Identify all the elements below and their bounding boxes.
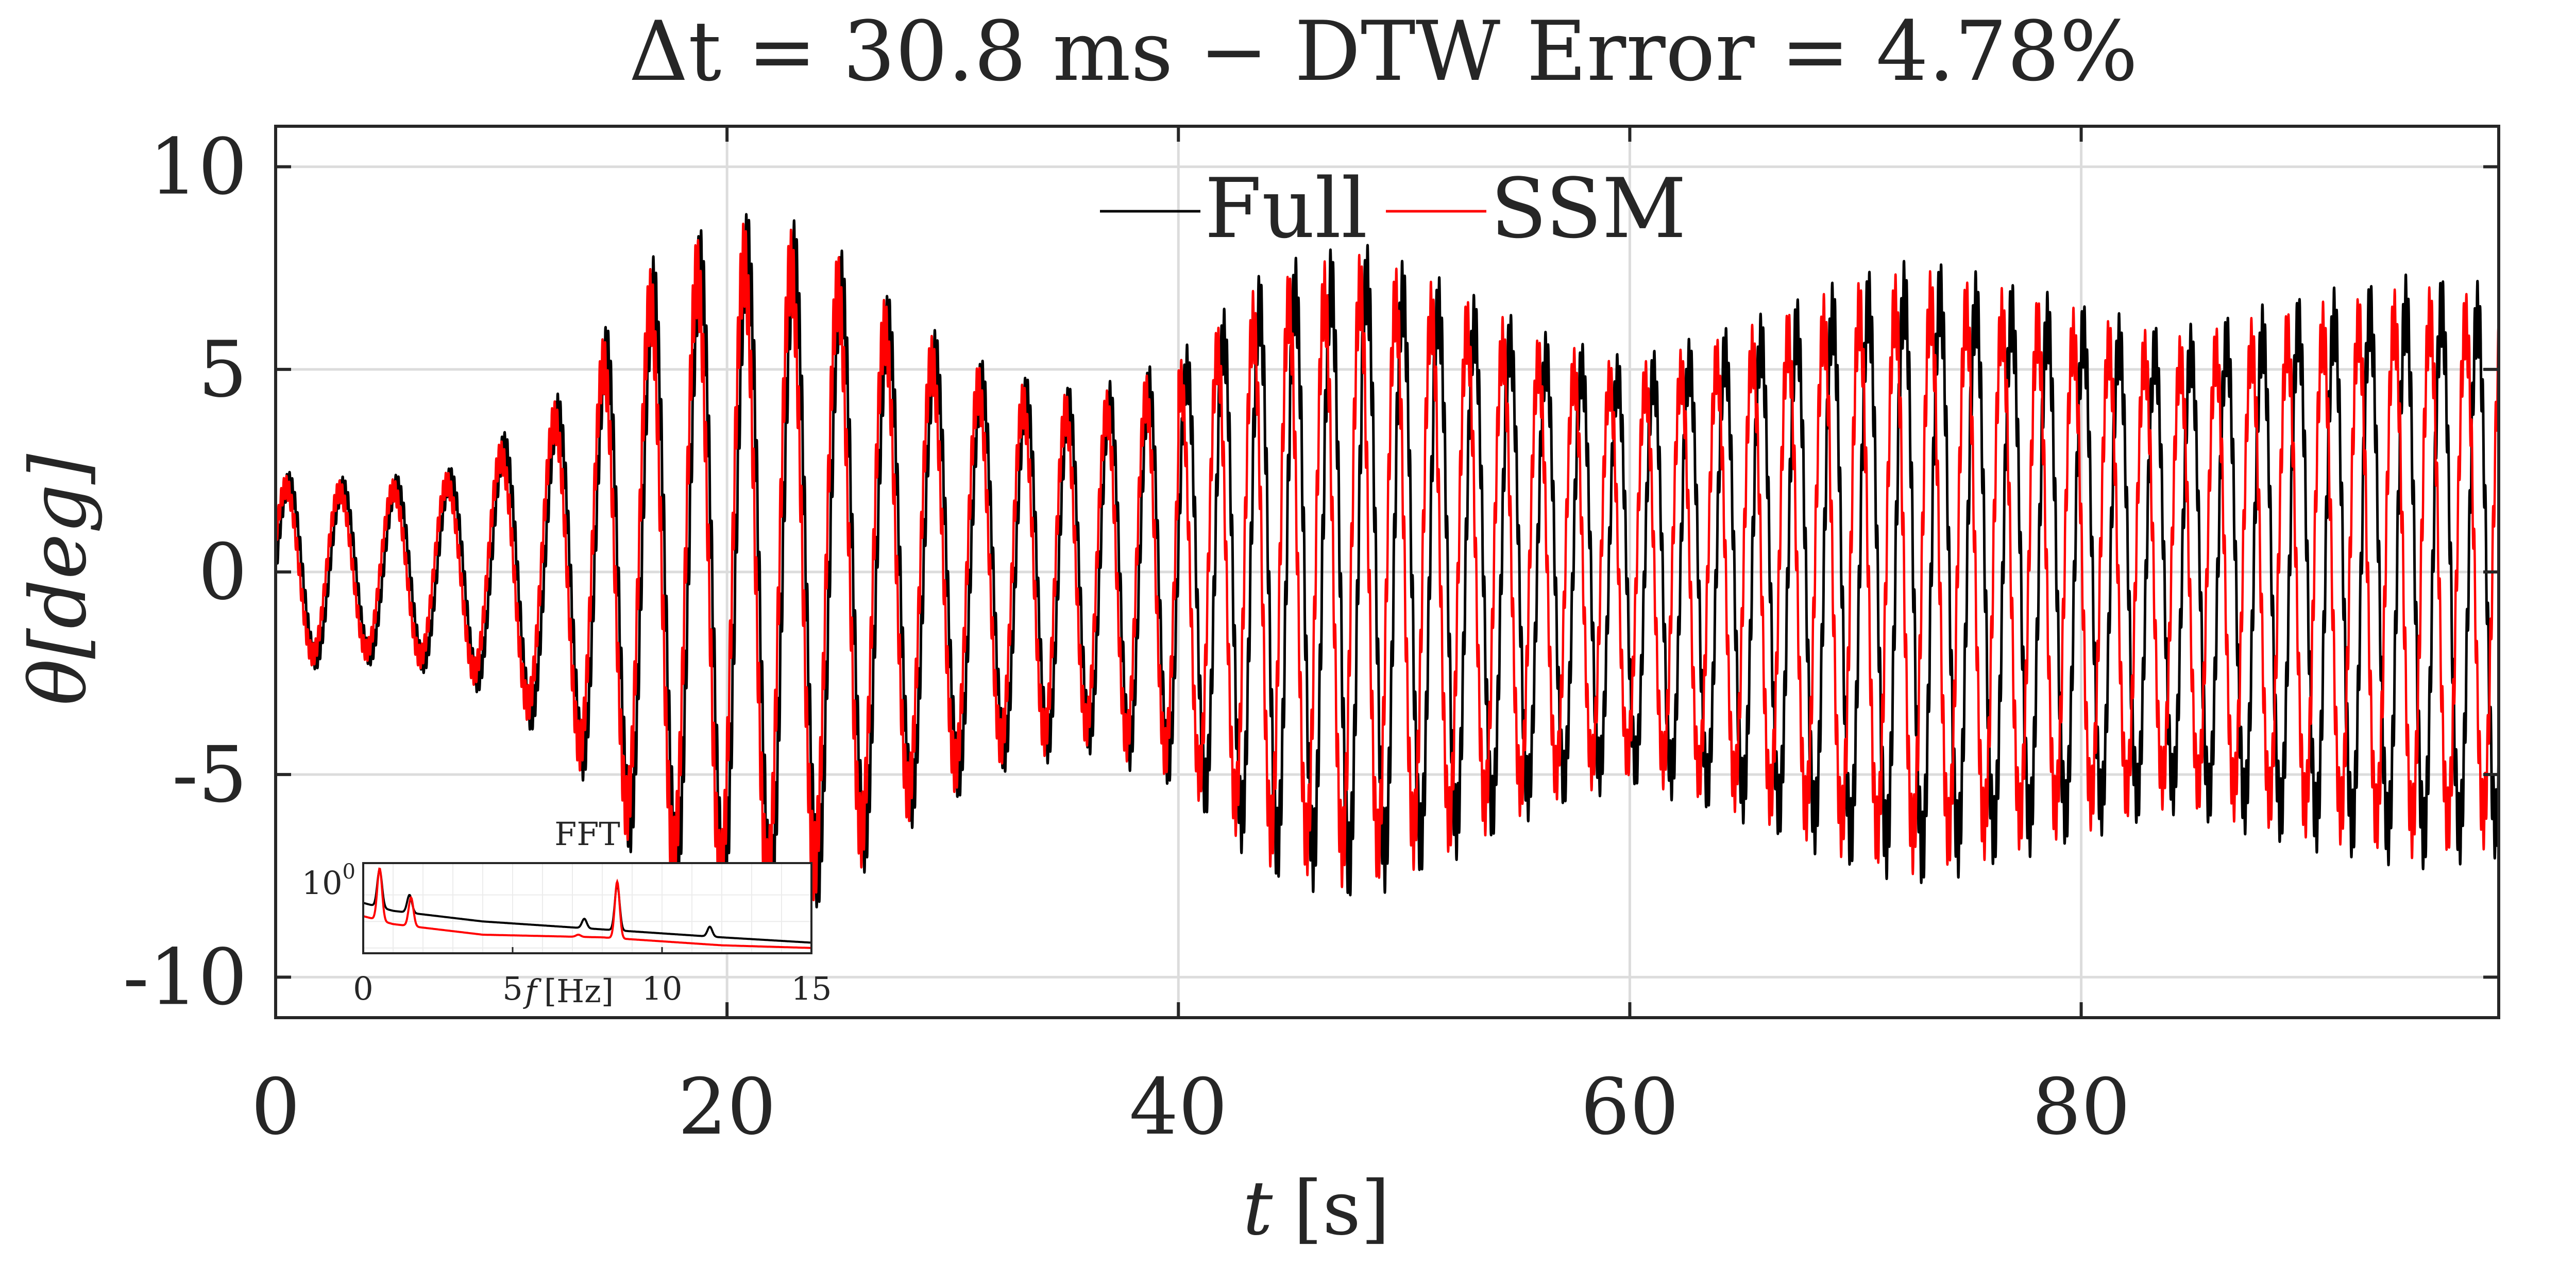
x-tick-label: 40 xyxy=(1129,1062,1228,1152)
inset-series-line-ssm xyxy=(363,867,811,949)
y-axis-unit: [deg] xyxy=(14,453,104,659)
chart-title: Δt = 30.8 ms − DTW Error = 4.78% xyxy=(629,3,2138,99)
x-tick-label: 80 xyxy=(2032,1062,2130,1152)
y-tick-label: 5 xyxy=(198,325,247,415)
inset-x-tick-labels: 0 5 10 15 xyxy=(353,947,832,1007)
inset-frame xyxy=(362,862,812,954)
legend-label-ssm: SSM xyxy=(1490,160,1686,257)
x-axis-label: t [s] xyxy=(1243,1165,1390,1252)
series-line-ssm xyxy=(274,223,2500,923)
y-tick-label: -5 xyxy=(172,730,247,820)
y-tick-labels: 10 5 0 -5 -10 xyxy=(123,123,247,1023)
y-tick-label: 0 xyxy=(198,528,247,617)
x-axis-unit: [s] xyxy=(1293,1165,1390,1252)
legend-label-full: Full xyxy=(1205,160,1367,257)
inset-x-axis-label: f [Hz] xyxy=(523,972,614,1010)
axes-frame xyxy=(274,125,2500,1019)
y-tick-label: 10 xyxy=(149,123,247,212)
inset-x-tick-label: 5 xyxy=(502,970,522,1007)
inset-series xyxy=(363,867,812,949)
series-line-full xyxy=(274,213,2500,936)
y-axis-variable: θ xyxy=(14,659,104,705)
inset-x-tick-label: 10 xyxy=(642,970,683,1007)
inset-y-tick-exp: 0 xyxy=(343,860,355,884)
inset-series-line-full xyxy=(363,868,812,944)
plot-series xyxy=(274,213,2500,936)
x-tick-label: 60 xyxy=(1581,1062,1679,1152)
x-tick-label: 0 xyxy=(251,1062,300,1152)
inset-x-tick-label: 15 xyxy=(791,970,832,1007)
inset-y-tick-base: 10 xyxy=(302,864,343,902)
inset-x-tick-label: 0 xyxy=(353,970,373,1007)
inset-y-tick-label: 100 xyxy=(302,860,355,902)
inset-title: FFT xyxy=(554,815,620,853)
legend: Full SSM xyxy=(1100,160,1686,257)
y-axis-label: θ[deg] xyxy=(14,453,104,705)
x-tick-label: 20 xyxy=(678,1062,776,1152)
x-axis-variable: t xyxy=(1243,1165,1273,1252)
inset-x-unit: [Hz] xyxy=(544,972,614,1010)
x-tick-labels: 0 20 40 60 80 xyxy=(251,1062,2130,1152)
y-tick-label: -10 xyxy=(123,933,247,1022)
fft-inset: FFT 100 0 5 10 15 f [Hz] xyxy=(302,815,832,1010)
inset-background xyxy=(363,863,811,953)
